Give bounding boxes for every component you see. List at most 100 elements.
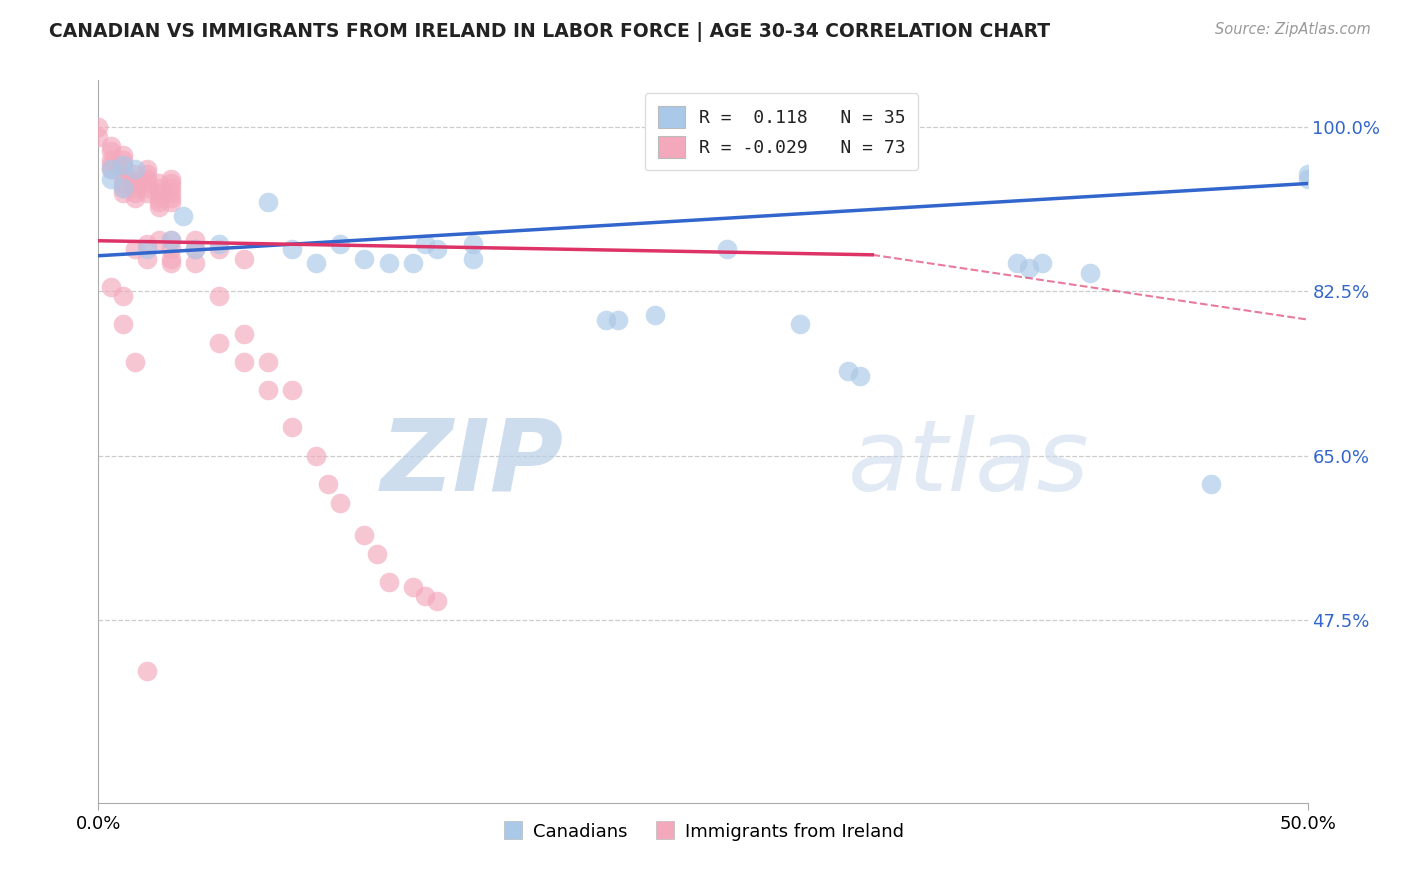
Text: atlas: atlas [848,415,1090,512]
Point [135,162,157,177]
Point [256,195,278,210]
Point [232,326,254,341]
Point [463,252,485,266]
Point [160,256,183,270]
Point [1199,476,1222,491]
Point [184,242,207,256]
Point [208,237,231,252]
Point [160,233,183,247]
Point [329,495,352,509]
Point [135,665,157,679]
Point [87,120,110,135]
Point [849,368,872,383]
Point [148,177,170,191]
Point [1296,171,1319,186]
Point [160,233,183,247]
Point [281,420,304,434]
Point [124,242,146,256]
Point [305,256,328,270]
Point [87,129,110,144]
Point [160,252,183,266]
Point [111,148,134,162]
Point [100,279,122,293]
Point [111,171,134,186]
Point [353,252,375,266]
Point [426,242,449,256]
Point [402,256,425,270]
Point [135,237,157,252]
Point [100,139,122,153]
Point [111,167,134,181]
Point [160,177,183,191]
Point [160,181,183,195]
Point [124,186,146,200]
Point [100,158,122,172]
Point [208,336,231,351]
Point [366,547,388,561]
Point [184,242,207,256]
Point [607,312,630,326]
Point [1018,260,1040,275]
Point [305,449,328,463]
Point [256,383,278,397]
Point [124,181,146,195]
Point [135,177,157,191]
Point [172,210,194,224]
Point [184,256,207,270]
Point [124,177,146,191]
Point [111,289,134,303]
Point [111,153,134,167]
Point [644,308,666,322]
Point [135,252,157,266]
Point [148,195,170,210]
Point [135,167,157,181]
Point [281,383,304,397]
Point [100,153,122,167]
Point [111,162,134,177]
Point [1007,256,1029,270]
Point [377,575,399,590]
Point [148,186,170,200]
Point [124,190,146,204]
Point [160,186,183,200]
Point [232,355,254,369]
Point [111,181,134,195]
Point [402,580,425,594]
Point [208,242,231,256]
Point [124,162,146,177]
Point [100,144,122,158]
Point [377,256,399,270]
Point [232,252,254,266]
Point [1296,167,1319,181]
Point [160,190,183,204]
Point [135,242,157,256]
Point [716,242,738,256]
Point [111,318,134,332]
Point [148,200,170,214]
Legend: Canadians, Immigrants from Ireland: Canadians, Immigrants from Ireland [495,815,911,848]
Point [148,233,170,247]
Point [135,186,157,200]
Point [463,237,485,252]
Point [837,364,859,378]
Point [148,181,170,195]
Point [111,158,134,172]
Point [208,289,231,303]
Point [184,233,207,247]
Point [789,318,811,332]
Point [1078,266,1101,280]
Point [426,594,449,608]
Point [111,158,134,172]
Point [329,237,352,252]
Point [135,171,157,186]
Point [124,171,146,186]
Point [124,167,146,181]
Point [281,242,304,256]
Point [100,162,122,177]
Point [124,355,146,369]
Point [353,528,375,542]
Text: ZIP: ZIP [381,415,564,512]
Text: CANADIAN VS IMMIGRANTS FROM IRELAND IN LABOR FORCE | AGE 30-34 CORRELATION CHART: CANADIAN VS IMMIGRANTS FROM IRELAND IN L… [49,22,1050,42]
Point [111,181,134,195]
Point [135,181,157,195]
